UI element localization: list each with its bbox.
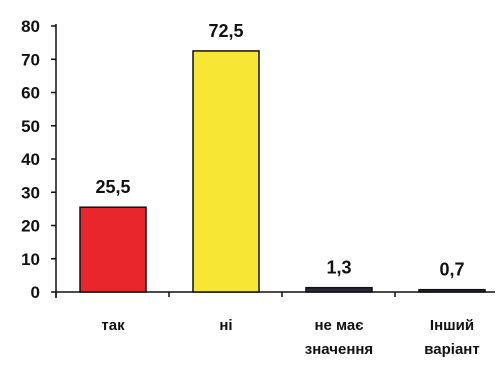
y-tick-label: 60 — [21, 84, 40, 103]
y-tick-label: 30 — [21, 183, 40, 202]
category-label: ні — [219, 317, 232, 334]
axes: 0 10 20 30 40 50 60 70 80 — [21, 17, 495, 302]
y-tick-label: 80 — [21, 17, 40, 36]
bar-2 — [305, 286, 373, 293]
y-tick-label: 0 — [31, 283, 40, 302]
bar-3 — [418, 288, 486, 293]
category-label: значення — [305, 341, 373, 358]
bar-0 — [79, 206, 147, 293]
data-label: 25,5 — [95, 177, 130, 197]
data-label: 1,3 — [326, 258, 351, 278]
y-tick-label: 50 — [21, 117, 40, 136]
bar-1 — [192, 50, 260, 293]
data-label: 72,5 — [208, 21, 243, 41]
category-label: так — [101, 317, 125, 334]
y-tick-label: 10 — [21, 250, 40, 269]
data-label: 0,7 — [439, 260, 464, 280]
y-tick-label: 40 — [21, 150, 40, 169]
category-label: варіант — [424, 341, 479, 358]
category-label: не має — [314, 317, 363, 334]
y-tick-label: 20 — [21, 217, 40, 236]
bars — [79, 50, 486, 293]
labels: 25,5 так 72,5 ні 1,3 не має значення 0,7 Інший ва… — [95, 21, 479, 358]
category-label: Інший — [430, 317, 474, 334]
y-tick-label: 70 — [21, 50, 40, 69]
